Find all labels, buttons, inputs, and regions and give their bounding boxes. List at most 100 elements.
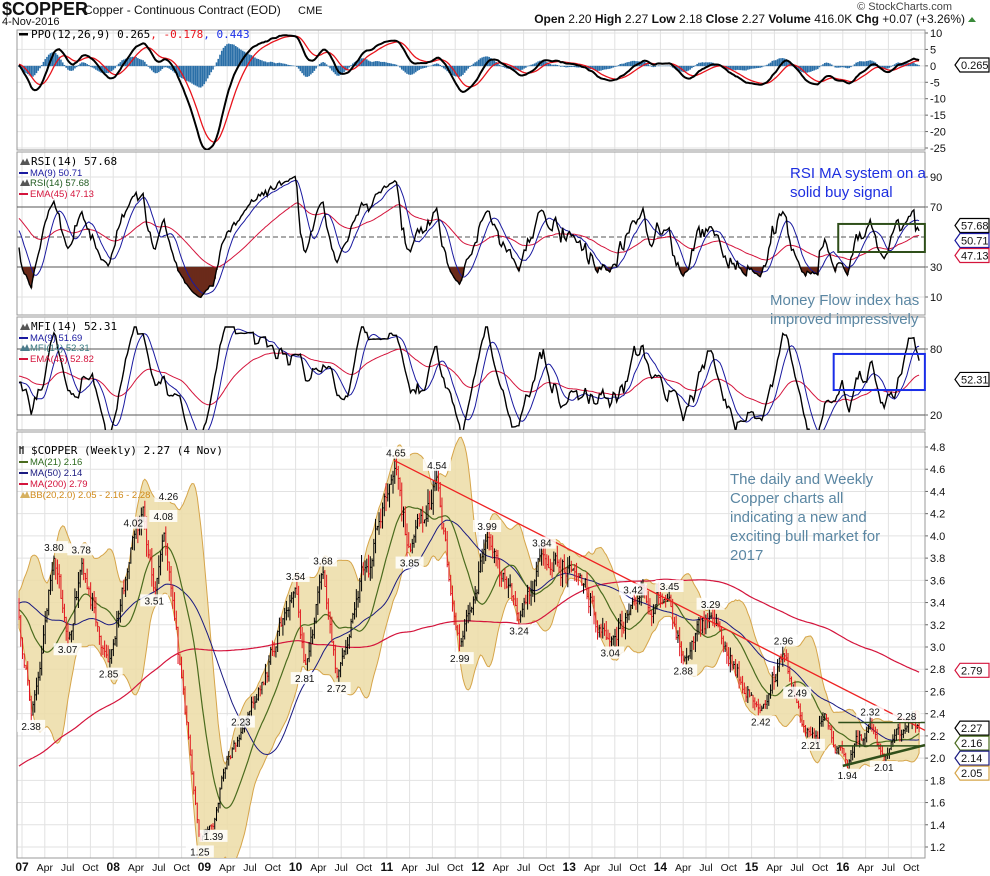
ppo-histogram-bar (178, 65, 181, 77)
price-bar (305, 653, 307, 666)
price-bar (446, 531, 449, 568)
y-tick-label: 2.8 (930, 664, 945, 676)
ppo-histogram-bar (282, 63, 284, 67)
symbol-title: $COPPER (2, 0, 88, 19)
ppo-histogram-bar (787, 61, 789, 67)
ppo-histogram-bar (296, 65, 298, 67)
ppo-histogram-bar (206, 65, 209, 79)
ppo-histogram-bar (156, 65, 158, 74)
ppo-histogram-bar (192, 65, 195, 85)
ppo-histogram-bar (526, 65, 529, 67)
price-bar (514, 591, 517, 607)
ppo-histogram-bar (612, 65, 615, 68)
value-box-label: 47.13 (961, 250, 989, 262)
ppo-histogram-bar (75, 65, 78, 68)
value-box-label: 0.265 (961, 60, 989, 72)
price-bar (614, 628, 617, 647)
price-bar (104, 640, 106, 658)
x-tick-month: Jul (152, 862, 165, 874)
rsi-oversold-fill (685, 267, 688, 272)
price-label-bg (856, 705, 885, 718)
price-bar (506, 576, 508, 589)
price-bar (775, 673, 777, 683)
price-bar (574, 563, 576, 582)
price-bar (315, 603, 318, 624)
ppo-histogram-bar (619, 64, 622, 67)
price-bar (172, 585, 174, 609)
ppo-histogram-bar (77, 65, 80, 67)
ppo-histogram-bar (460, 65, 462, 77)
price-bar (493, 548, 496, 564)
ma200-label: MA(200) 2.79 (30, 479, 88, 490)
rsi-legend: RSI(14) 57.68 MA(9) 50.71 RSI(14) 57.68 … (19, 155, 117, 200)
price-bar (902, 729, 905, 739)
y-tick-label: 1.4 (930, 820, 945, 832)
ppo-histogram-bar (234, 46, 237, 67)
ppo-histogram-bar (766, 64, 768, 67)
ppo-histogram-bar (227, 43, 230, 67)
price-bar (458, 624, 461, 652)
ppo-histogram-bar (131, 56, 134, 67)
price-bar (789, 666, 791, 682)
price-label-bg (322, 682, 351, 695)
ppo-histogram-bar (743, 65, 746, 71)
value-box (954, 247, 990, 264)
ppo-histogram-bar (518, 65, 520, 71)
price-bar (114, 636, 117, 646)
price-bar (801, 712, 804, 727)
ppo-histogram-bar (785, 59, 788, 67)
price-bar (341, 648, 344, 666)
y-tick-label: 10 (930, 292, 942, 304)
price-bar (378, 512, 381, 535)
price-pivot-label: 1.25 (190, 847, 210, 858)
ppo-histogram-bar (820, 65, 823, 67)
ppo-histogram-bar (815, 65, 817, 70)
copyright: © StockCharts.com (857, 1, 952, 13)
price-bar (693, 636, 695, 650)
bb-mountain-icon (20, 491, 30, 498)
price-bar (743, 682, 746, 695)
ppo-histogram-bar (82, 62, 85, 67)
price-bar (698, 616, 701, 635)
ppo-histogram-bar (848, 65, 850, 69)
y-tick-label: 30 (930, 262, 942, 274)
price-bar (703, 610, 706, 636)
ppo-signal-value: , -0.178 (150, 28, 203, 41)
x-tick-month: Apr (37, 862, 54, 874)
ppo-histogram-bar (918, 65, 920, 67)
ppo-histogram-bar (708, 62, 711, 67)
ppo-histogram-bar (561, 65, 564, 67)
ppo-histogram-bar (895, 63, 898, 67)
value-box (954, 735, 990, 751)
price-pivot-label: 3.51 (145, 596, 165, 607)
price-bar (733, 661, 736, 670)
price-bar (327, 598, 330, 620)
ppo-histogram-bar (196, 65, 199, 87)
x-tick-month: Jul (882, 862, 895, 874)
price-bar (195, 786, 197, 806)
ppo-histogram-bar (327, 65, 330, 67)
ppo-histogram-bar (243, 51, 246, 67)
ppo-histogram-bar (339, 65, 342, 75)
ppo-histogram-bar (400, 65, 403, 70)
rsi-oversold-fill (449, 267, 452, 272)
price-bar (541, 545, 543, 566)
price-bar (623, 621, 625, 634)
price-bar (560, 557, 563, 587)
mfi-highlight-box (832, 352, 926, 392)
price-bar (214, 817, 216, 830)
price-bar (410, 543, 412, 553)
annotation-line: 2017 (730, 547, 764, 564)
price-bar (130, 547, 133, 564)
ppo-histogram-bar (865, 61, 868, 67)
price-bar (780, 653, 783, 663)
rsi-oversold-fill (205, 267, 208, 291)
price-bar (28, 679, 31, 701)
ppo-histogram-bar (343, 65, 345, 73)
ppo-histogram-bar (182, 65, 185, 79)
price-bar (689, 642, 692, 659)
price-pivot-label: 4.54 (427, 461, 447, 472)
price-title: $COPPER (Weekly) 2.27 (4 Nov) (31, 444, 223, 457)
price-bar (901, 729, 903, 742)
ppo-histogram-bar (519, 65, 522, 71)
